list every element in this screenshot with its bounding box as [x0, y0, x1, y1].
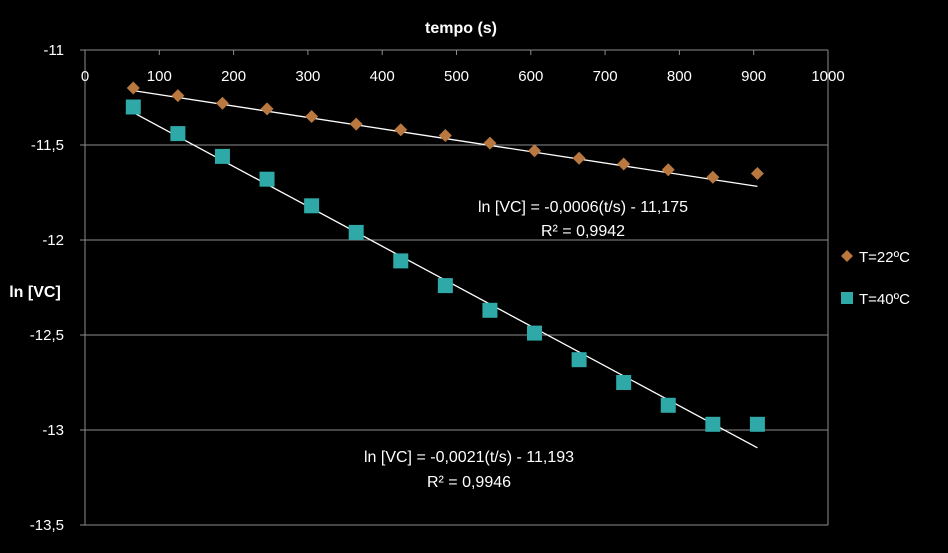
data-point-series-1	[438, 129, 452, 142]
data-point-series-1	[617, 157, 631, 171]
axis-layer	[80, 49, 829, 526]
y-tick-label: -11,5	[31, 137, 64, 154]
data-point-series-2	[348, 224, 364, 240]
data-point-series-1	[483, 136, 497, 150]
series-1-equation: ln [VC] = -0,0006(t/s) - 11,175	[478, 199, 688, 216]
x-tick-label: 0	[81, 68, 89, 85]
x-tick-label: 1000	[811, 68, 844, 85]
series-2-r2: R² = 0,9946	[427, 474, 511, 491]
data-point-series-1	[260, 102, 274, 116]
series-1-r2: R² = 0,9942	[541, 223, 625, 240]
data-point-series-2	[616, 375, 632, 390]
x-tick-label: 200	[221, 68, 246, 85]
data-point-series-2	[170, 126, 186, 142]
legend-label-t22: T=22ºC	[859, 249, 910, 266]
data-point-series-1	[706, 170, 720, 184]
x-tick-label: 800	[667, 68, 692, 85]
data-point-series-2	[705, 416, 721, 432]
data-point-series-1	[349, 117, 363, 131]
data-point-series-2	[660, 397, 676, 413]
series-2-equation: ln [VC] = -0,0021(t/s) - 11,193	[364, 449, 574, 466]
x-axis-title: tempo (s)	[425, 20, 497, 37]
x-tick-label: 500	[444, 68, 469, 85]
data-point-series-2	[749, 416, 765, 432]
y-axis-title: ln [VC]	[9, 284, 61, 301]
data-point-series-2	[125, 99, 141, 115]
label-layer: -11 -11,5 -12 -12,5 -13 -13,5 0 100 200 300 400 500…	[30, 42, 845, 534]
data-point-series-1	[394, 123, 408, 137]
x-tick-label: 400	[370, 68, 395, 85]
data-point-series-2	[571, 352, 587, 368]
data-point-series-1	[215, 96, 229, 110]
legend-marker-t22	[841, 250, 853, 262]
x-tick-label: 300	[295, 68, 320, 85]
x-tick-label: 100	[147, 68, 172, 85]
legend-label-t40: T=40ºC	[859, 291, 910, 308]
point-layer	[125, 81, 765, 432]
data-point-series-1	[305, 110, 319, 123]
x-tick-label: 700	[593, 68, 618, 85]
data-point-series-2	[393, 253, 409, 269]
data-point-series-2	[482, 302, 498, 318]
y-tick-label: -13	[42, 422, 64, 439]
data-point-series-1	[750, 167, 764, 180]
y-tick-label: -11	[43, 42, 64, 59]
data-point-series-2	[304, 198, 320, 214]
data-point-series-1	[572, 151, 586, 165]
x-tick-label: 900	[741, 68, 766, 85]
y-tick-label: -12,5	[30, 327, 64, 344]
data-point-series-1	[171, 89, 185, 103]
data-point-series-2	[214, 148, 230, 164]
data-point-series-2	[259, 171, 275, 187]
data-point-series-1	[126, 81, 140, 95]
data-point-series-1	[528, 144, 542, 158]
x-tick-label: 600	[518, 68, 543, 85]
data-point-series-1	[661, 163, 675, 177]
grid-layer	[85, 49, 829, 526]
legend: T=22ºC T=40ºC	[841, 249, 910, 308]
data-point-series-2	[527, 325, 543, 341]
y-tick-label: -13,5	[30, 517, 64, 534]
data-point-series-2	[437, 278, 453, 294]
legend-marker-t40	[841, 292, 853, 304]
y-tick-label: -12	[42, 232, 64, 249]
